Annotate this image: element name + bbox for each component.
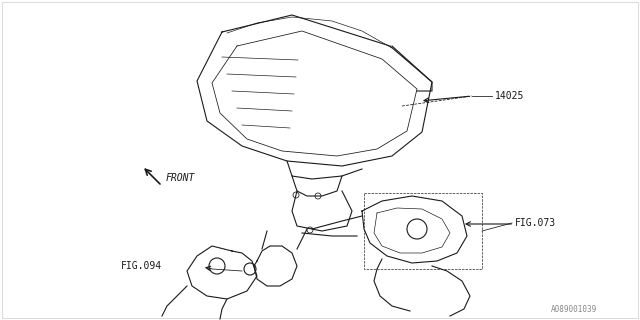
Text: FIG.094: FIG.094 [121,261,162,271]
Text: 14025: 14025 [495,91,524,101]
Text: FIG.073: FIG.073 [515,218,556,228]
Text: A089001039: A089001039 [551,305,597,314]
Text: FRONT: FRONT [166,173,195,183]
